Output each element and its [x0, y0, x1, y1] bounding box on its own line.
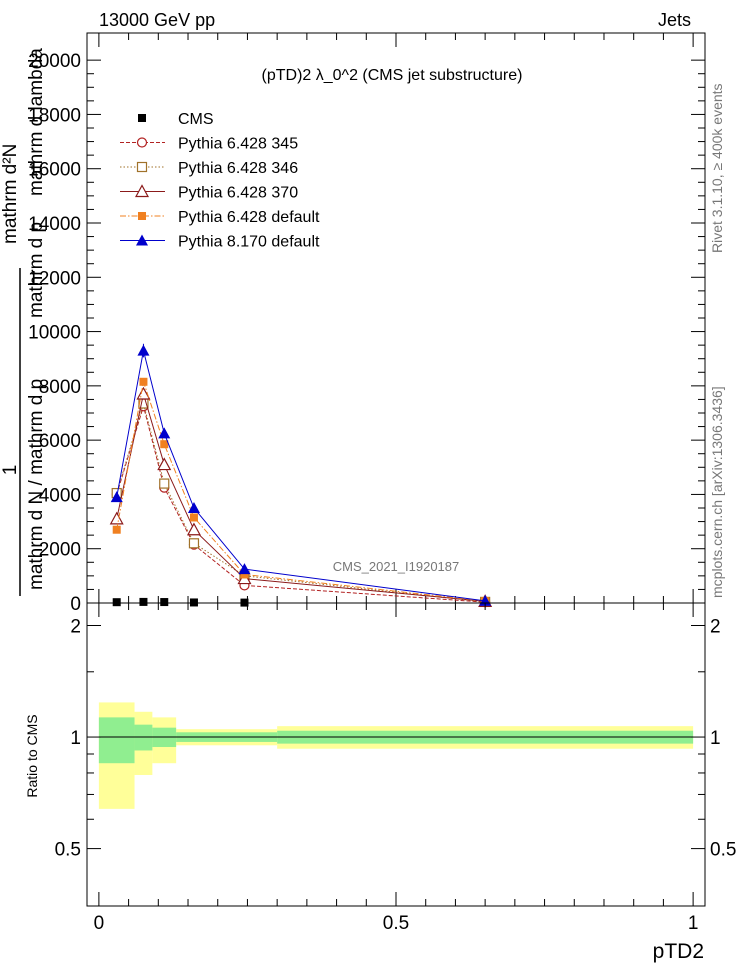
main-series-layer — [109, 343, 493, 608]
legend-marker — [134, 184, 150, 198]
y-tick-label: 0 — [70, 594, 81, 615]
legend-item: Pythia 6.428 370 — [120, 184, 298, 202]
data-point — [110, 491, 123, 503]
legend-label: Pythia 6.428 345 — [178, 136, 298, 153]
data-point — [189, 513, 198, 522]
legend-item: Pythia 6.428 346 — [120, 160, 298, 177]
category-label: Jets — [658, 10, 691, 30]
legend-item: Pythia 6.428 default — [120, 209, 320, 226]
ratio-tick-label: 1 — [70, 728, 81, 749]
ratio-tick-label: 0.5 — [710, 840, 736, 861]
main-plot-panel: 0 2000 4000 6000 8000 10000 12000 14000 16000 180… — [28, 32, 706, 615]
y-tick-label: 10000 — [28, 323, 81, 344]
y-label-part: mathrm d lambda — [26, 48, 47, 196]
ratio-y-ticks: 0.5 0.5 1 1 2 2 — [55, 616, 737, 860]
y-label-part: mathrm d p — [26, 222, 47, 318]
ratio-bands — [98, 702, 694, 809]
legend-label: Pythia 6.428 370 — [178, 185, 298, 202]
ratio-y-label: Ratio to CMS — [24, 714, 40, 797]
stat-uncertainty-band — [98, 717, 135, 764]
legend-label: CMS — [178, 111, 214, 128]
y-axis-label: 1 mathrm d N / mathrm d p mathrm d²N mat… — [0, 48, 47, 596]
series-line — [116, 401, 486, 603]
legend-marker — [136, 234, 148, 246]
series-line — [116, 381, 486, 602]
x-tick-label: 0 — [94, 913, 105, 934]
ratio-tick-label: 0.5 — [55, 840, 81, 861]
ratio-tick-label: 2 — [710, 616, 721, 637]
y-tick-label: 16000 — [28, 160, 81, 181]
ratio-plot-frame — [86, 602, 706, 907]
data-point — [159, 478, 170, 489]
y-tick-label: 12000 — [28, 268, 81, 289]
plot-title: (pTD)2 λ_0^2 (CMS jet substructure) — [262, 67, 523, 84]
x-axis-label: pTD2 — [653, 940, 704, 963]
data-point — [139, 377, 148, 386]
legend-label: Pythia 6.428 default — [178, 209, 320, 226]
data-point — [240, 570, 249, 579]
series-0 — [112, 597, 490, 607]
data-point — [187, 502, 200, 513]
legend: CMS Pythia 6.428 345 Pythia 6.428 346 Pythi… — [120, 111, 320, 251]
data-point — [139, 597, 148, 606]
data-point — [112, 525, 121, 534]
y-label-part: mathrm d²N — [0, 144, 21, 244]
analysis-watermark: CMS_2021_I1920187 — [333, 559, 460, 574]
data-point — [158, 427, 171, 439]
legend-marker — [136, 137, 148, 148]
legend-marker — [136, 161, 148, 173]
y-tick-label: 4000 — [39, 485, 81, 506]
legend-marker — [138, 212, 146, 220]
ratio-x-ticks: 0 0.5 1 — [94, 603, 699, 934]
y-tick-label: 8000 — [39, 377, 81, 398]
y-tick-label: 18000 — [28, 105, 81, 126]
stat-uncertainty-band — [134, 724, 153, 751]
y-label-part: mathrm d N / mathrm d p — [26, 379, 47, 590]
series-line — [116, 350, 486, 602]
x-tick-label: 1 — [688, 913, 699, 934]
legend-marker — [138, 114, 146, 122]
data-point — [109, 511, 124, 525]
data-point — [112, 598, 121, 607]
legend-item: CMS — [138, 111, 214, 128]
data-point — [157, 457, 172, 471]
legend-item: Pythia 8.170 default — [120, 234, 320, 251]
y-tick-label: 6000 — [39, 431, 81, 452]
y-label-part: 1 — [0, 465, 21, 476]
series-line — [116, 393, 486, 602]
series-2 — [111, 398, 491, 608]
main-y-ticks: 0 2000 4000 6000 8000 10000 12000 14000 16000 180… — [28, 51, 705, 615]
rivet-label: Rivet 3.1.10, ≥ 400k events — [709, 83, 725, 253]
legend-label: Pythia 8.170 default — [178, 234, 320, 251]
series-line — [116, 404, 486, 603]
data-point — [238, 563, 251, 575]
data-point — [189, 598, 198, 607]
energy-label: 13000 GeV pp — [99, 10, 215, 30]
data-point — [186, 522, 201, 536]
y-tick-label: 14000 — [28, 214, 81, 235]
mcplots-label: mcplots.cern.ch [arXiv:1306.3436] — [709, 386, 725, 598]
data-point — [160, 598, 169, 607]
series-1 — [111, 401, 491, 608]
x-tick-label: 0.5 — [383, 913, 409, 934]
legend-item: Pythia 6.428 345 — [120, 136, 298, 153]
y-tick-label: 20000 — [28, 51, 81, 72]
ratio-tick-label: 2 — [70, 616, 81, 637]
ratio-plot-panel: 0.5 0.51 12 2 0 0.5 1 Ratio to CMS pTD2 — [24, 602, 737, 963]
ratio-tick-label: 1 — [710, 728, 721, 749]
main-x-ticks — [98, 33, 694, 603]
data-point — [188, 538, 200, 549]
data-point — [160, 440, 169, 449]
legend-label: Pythia 6.428 346 — [178, 160, 298, 177]
y-tick-label: 2000 — [39, 540, 81, 561]
